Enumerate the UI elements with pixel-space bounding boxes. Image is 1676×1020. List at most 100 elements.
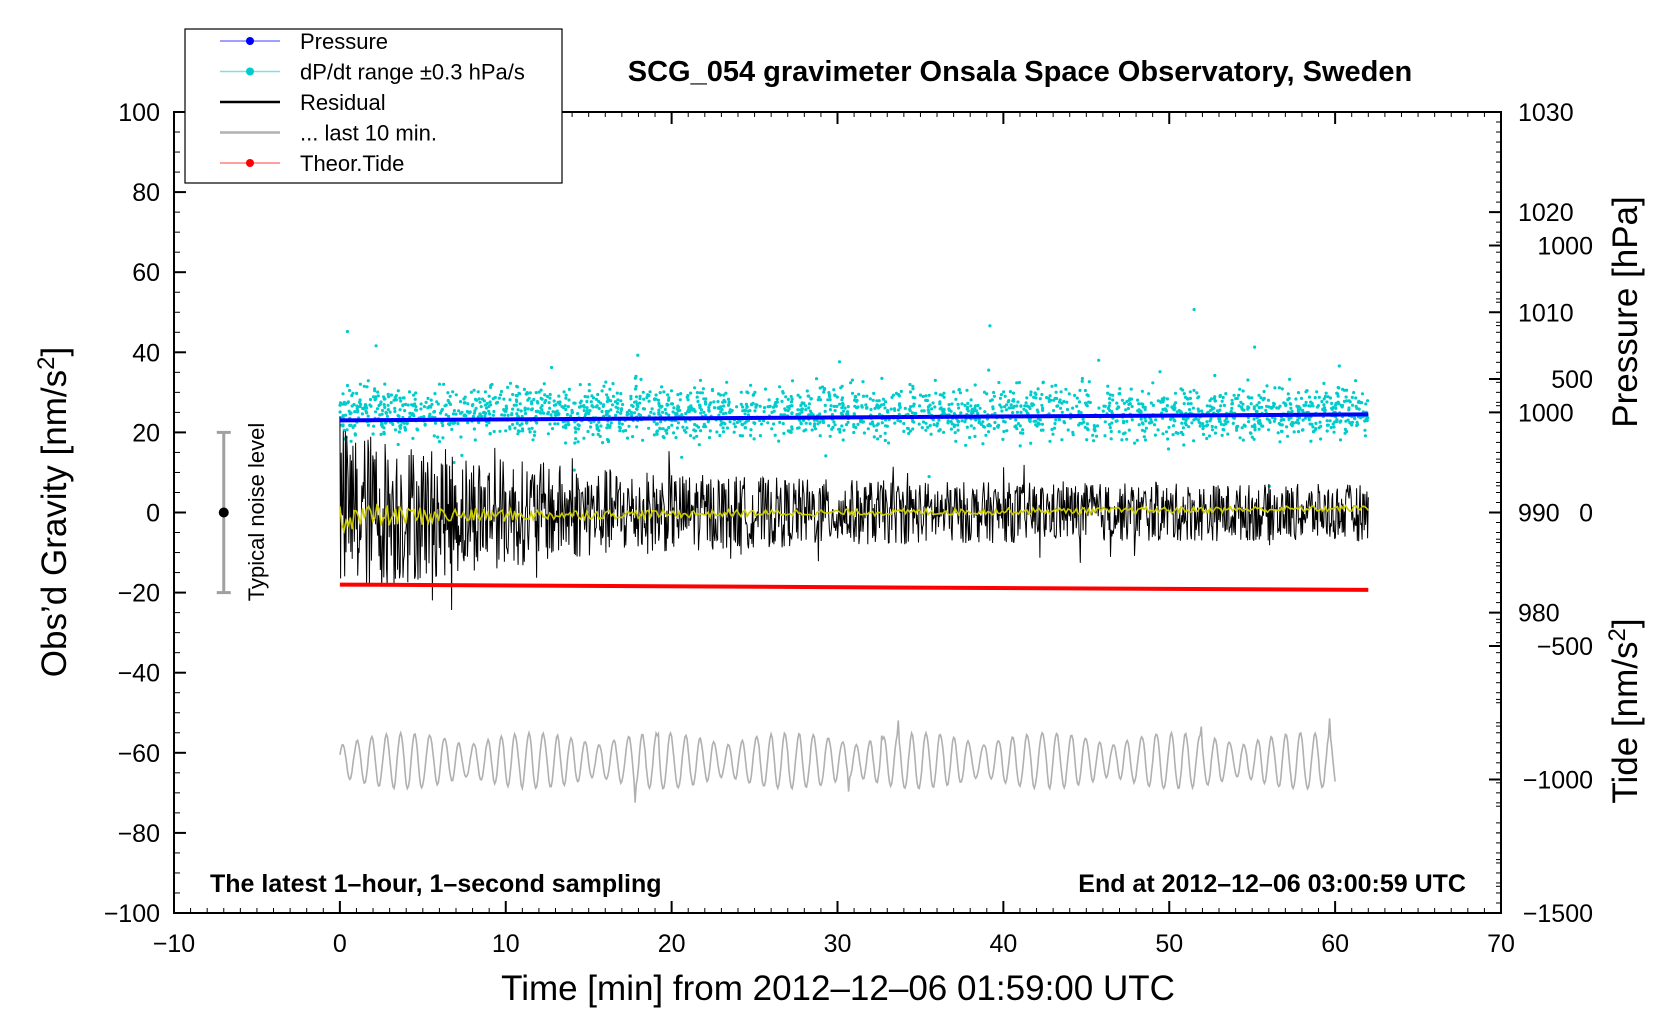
dpdt-point [869, 407, 873, 412]
dpdt-point [448, 394, 452, 398]
dpdt-point [477, 397, 481, 401]
dpdt-point [1343, 427, 1347, 431]
dpdt-point [358, 382, 362, 386]
dpdt-point [1041, 408, 1045, 412]
dpdt-point [634, 374, 638, 378]
dpdt-point [1028, 406, 1032, 411]
dpdt-point [1118, 387, 1122, 391]
dpdt-point [1258, 418, 1262, 423]
dpdt-point [752, 421, 756, 425]
dpdt-point [831, 425, 835, 429]
dpdt-point [956, 428, 960, 432]
dpdt-point [411, 403, 415, 408]
dpdt-point [1332, 425, 1336, 429]
dpdt-point [876, 437, 880, 441]
dpdt-point [1137, 402, 1141, 406]
dpdt-point [529, 408, 534, 412]
dpdt-point [1002, 429, 1006, 434]
dpdt-point [992, 427, 996, 431]
dpdt-point [629, 397, 633, 401]
dpdt-point [1321, 407, 1325, 412]
dpdt-point [1262, 389, 1266, 394]
dpdt-point [1022, 407, 1026, 411]
dpdt-point [1029, 441, 1033, 445]
y-tick-label: 80 [132, 179, 160, 207]
dpdt-point [341, 423, 345, 427]
dpdt-point [371, 432, 375, 436]
dpdt-point [585, 409, 589, 413]
dpdt-point [985, 392, 989, 396]
dpdt-point [939, 406, 943, 410]
dpdt-point [602, 384, 606, 388]
dpdt-point [1034, 396, 1038, 400]
dpdt-point [1067, 392, 1071, 396]
dpdt-point [1031, 403, 1035, 407]
dpdt-point [551, 410, 555, 414]
dpdt-point [1253, 423, 1257, 427]
dpdt-point [783, 408, 788, 412]
dpdt-point [1339, 419, 1343, 423]
dpdt-point [1040, 392, 1044, 397]
dpdt-point [968, 435, 972, 440]
dpdt-point [699, 408, 704, 412]
dpdt-point [1110, 421, 1114, 425]
dpdt-point [564, 423, 568, 428]
dpdt-point [933, 405, 937, 409]
dpdt-point [1219, 422, 1223, 426]
dpdt-point [537, 410, 542, 414]
x-tick-label: 20 [658, 930, 686, 958]
dpdt-point [695, 434, 699, 438]
dpdt-point [782, 413, 786, 417]
dpdt-point [515, 384, 519, 388]
legend-marker [246, 37, 254, 45]
dpdt-point [824, 454, 828, 458]
dpdt-point [1075, 404, 1079, 408]
dpdt-point [942, 395, 946, 399]
dpdt-point [749, 433, 753, 437]
dpdt-point [564, 441, 568, 445]
dpdt-point [1296, 430, 1301, 434]
dpdt-point [946, 421, 950, 425]
dpdt-point [693, 386, 697, 390]
dpdt-point [638, 401, 642, 405]
dpdt-point [1325, 419, 1329, 423]
y-tick-label: 20 [132, 419, 160, 447]
dpdt-point [1158, 370, 1162, 374]
dpdt-point [446, 398, 450, 403]
dpdt-point [1343, 431, 1347, 435]
dpdt-point [1054, 383, 1058, 387]
dpdt-point [1035, 408, 1039, 412]
dpdt-point [510, 407, 515, 411]
y-tick-label: −20 [118, 580, 160, 608]
dpdt-point [430, 402, 434, 406]
dpdt-point [718, 433, 722, 438]
dpdt-point [814, 377, 819, 381]
dpdt-point [1147, 392, 1151, 396]
dpdt-point [539, 406, 543, 410]
dpdt-point [817, 395, 821, 399]
dpdt-point [789, 404, 794, 408]
dpdt-point [386, 403, 390, 407]
dpdt-point [883, 406, 887, 410]
x-tick-label: 10 [492, 930, 520, 958]
dpdt-point [599, 424, 603, 428]
dpdt-point [908, 382, 912, 387]
dpdt-point [515, 412, 519, 416]
tide-tick-label: −1000 [1523, 767, 1593, 795]
dpdt-point [1154, 418, 1158, 422]
dpdt-point [778, 385, 782, 389]
dpdt-point [1011, 406, 1015, 410]
dpdt-point [587, 411, 591, 416]
dpdt-point [526, 407, 530, 411]
dpdt-point [397, 414, 401, 418]
dpdt-point [1322, 403, 1326, 407]
dpdt-point [532, 433, 537, 437]
dpdt-point [780, 399, 784, 403]
dpdt-point [1071, 406, 1075, 410]
dpdt-point [1250, 435, 1254, 439]
dpdt-point [681, 425, 685, 429]
dpdt-point [1350, 420, 1354, 424]
dpdt-point [823, 387, 827, 391]
dpdt-point [1167, 425, 1171, 429]
dpdt-point [772, 409, 776, 413]
